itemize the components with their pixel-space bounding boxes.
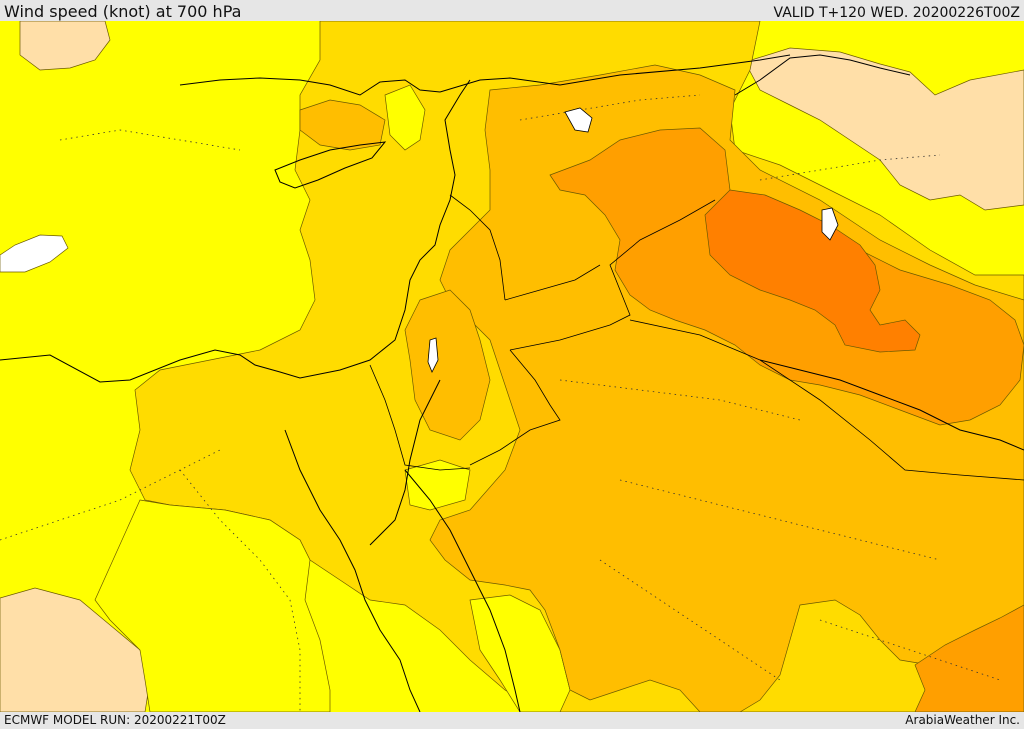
wind-level-4-main	[429, 64, 1024, 712]
wind-level-4-northwest	[299, 99, 386, 151]
dotted-boundaries	[0, 94, 1001, 712]
footer-bar: ECMWF MODEL RUN: 20200221T00Z ArabiaWeat…	[0, 712, 1024, 729]
weak-wind-zone-aegean	[19, 21, 111, 71]
model-run: ECMWF MODEL RUN: 20200221T00Z	[4, 713, 226, 727]
header-bar: Wind speed (knot) at 700 hPa VALID T+120…	[0, 0, 1024, 21]
coastlines	[0, 54, 1024, 712]
dead-sea	[427, 337, 439, 373]
borders	[369, 194, 1024, 481]
wind-level-5-south	[914, 604, 1024, 712]
map-title: Wind speed (knot) at 700 hPa	[4, 2, 242, 21]
weak-wind-zone-iran	[744, 47, 1024, 211]
wind-level-6-core	[704, 189, 921, 353]
wind-level-2-patch-egypt	[94, 499, 331, 712]
wind-speed-map	[0, 21, 1024, 712]
lake-urmia	[821, 207, 839, 241]
lake-van	[564, 107, 593, 133]
calm-patch-anatolia	[0, 234, 69, 273]
wind-level-4-levant	[404, 289, 491, 441]
wind-level-2-patch-sinai	[404, 459, 471, 511]
map-panel	[0, 21, 1024, 712]
valid-time: VALID T+120 WED. 20200226T00Z	[773, 5, 1020, 21]
credit: ArabiaWeather Inc.	[905, 713, 1020, 727]
wind-level-2-patch-north	[384, 84, 426, 151]
